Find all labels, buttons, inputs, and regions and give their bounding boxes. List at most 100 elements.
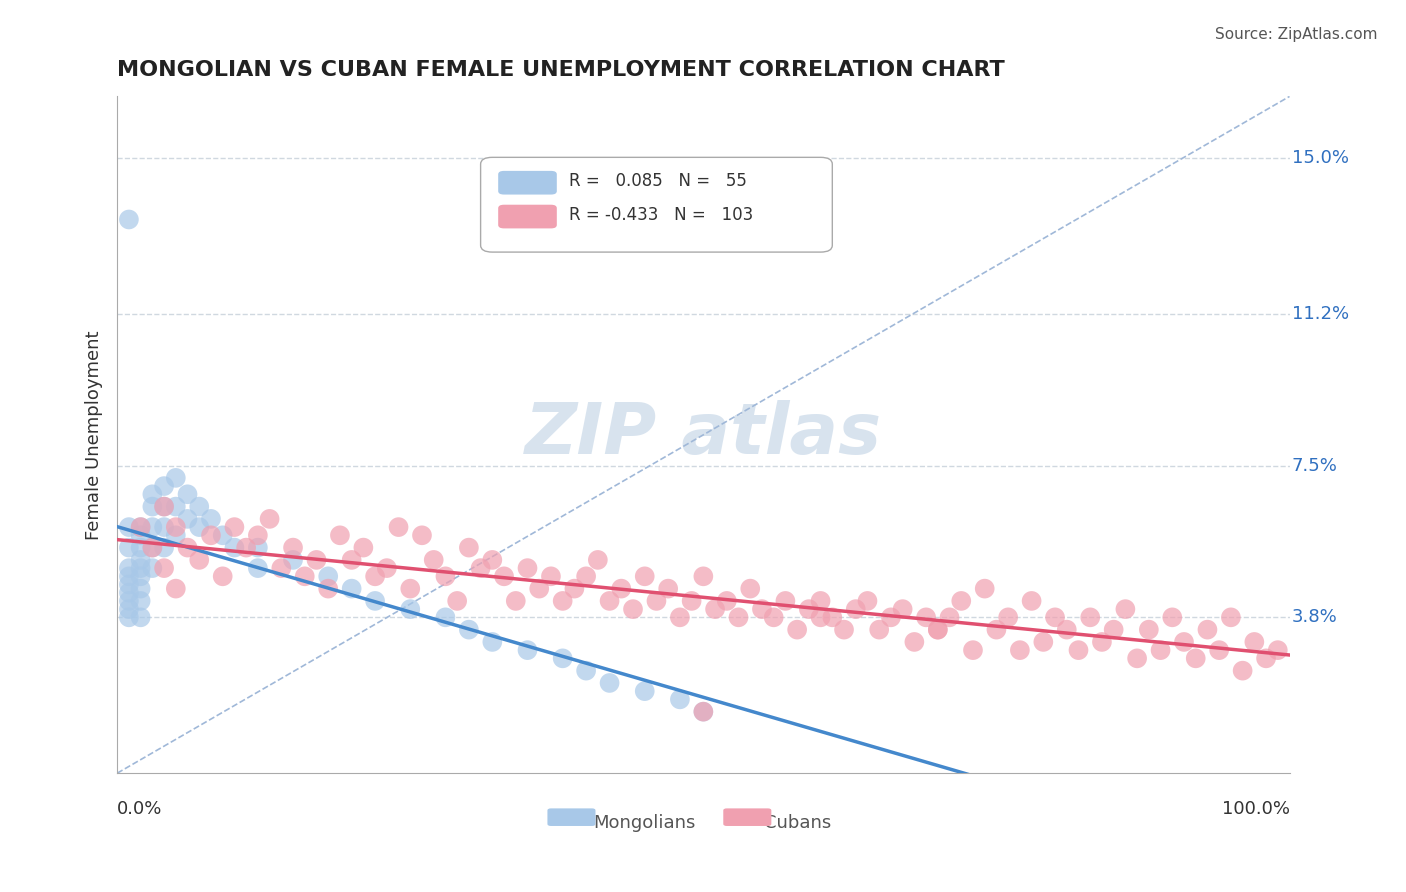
Point bbox=[422, 553, 444, 567]
Point bbox=[141, 520, 163, 534]
Point bbox=[692, 569, 714, 583]
Point bbox=[211, 569, 233, 583]
Point bbox=[141, 541, 163, 555]
Point bbox=[1067, 643, 1090, 657]
Point bbox=[973, 582, 995, 596]
Text: Mongolians: Mongolians bbox=[593, 814, 696, 832]
Point bbox=[141, 561, 163, 575]
Point bbox=[364, 569, 387, 583]
Point bbox=[1126, 651, 1149, 665]
Point bbox=[188, 520, 211, 534]
Point bbox=[962, 643, 984, 657]
Point bbox=[657, 582, 679, 596]
Point bbox=[692, 705, 714, 719]
Point bbox=[1267, 643, 1289, 657]
Point bbox=[153, 500, 176, 514]
Point bbox=[352, 541, 374, 555]
Point bbox=[915, 610, 938, 624]
Point bbox=[399, 602, 422, 616]
Text: 100.0%: 100.0% bbox=[1222, 800, 1289, 818]
Point bbox=[141, 487, 163, 501]
Point bbox=[224, 541, 246, 555]
Point bbox=[727, 610, 749, 624]
Point bbox=[129, 582, 152, 596]
Point bbox=[832, 623, 855, 637]
Text: ZIP atlas: ZIP atlas bbox=[524, 401, 882, 469]
Point bbox=[575, 664, 598, 678]
Point bbox=[246, 561, 269, 575]
Point bbox=[141, 541, 163, 555]
Point bbox=[129, 569, 152, 583]
Point bbox=[1102, 623, 1125, 637]
Text: R =   0.085   N =   55: R = 0.085 N = 55 bbox=[568, 172, 747, 190]
Point bbox=[1137, 623, 1160, 637]
Point bbox=[891, 602, 914, 616]
Point bbox=[775, 594, 797, 608]
Point bbox=[129, 528, 152, 542]
Point bbox=[681, 594, 703, 608]
Point bbox=[118, 585, 141, 599]
Point bbox=[153, 541, 176, 555]
Point bbox=[599, 676, 621, 690]
Point bbox=[740, 582, 762, 596]
Y-axis label: Female Unemployment: Female Unemployment bbox=[86, 330, 103, 540]
Point bbox=[446, 594, 468, 608]
Point bbox=[938, 610, 960, 624]
Point bbox=[457, 623, 479, 637]
FancyBboxPatch shape bbox=[723, 808, 772, 826]
Point bbox=[411, 528, 433, 542]
Point bbox=[340, 553, 363, 567]
Point bbox=[704, 602, 727, 616]
Point bbox=[797, 602, 820, 616]
Point bbox=[129, 520, 152, 534]
Point bbox=[387, 520, 409, 534]
Point bbox=[434, 569, 457, 583]
Point bbox=[1032, 635, 1054, 649]
Point bbox=[141, 500, 163, 514]
Point bbox=[540, 569, 562, 583]
FancyBboxPatch shape bbox=[498, 205, 557, 228]
Text: 15.0%: 15.0% bbox=[1292, 149, 1348, 167]
Point bbox=[1208, 643, 1230, 657]
Point bbox=[118, 212, 141, 227]
Point bbox=[516, 561, 538, 575]
Point bbox=[457, 541, 479, 555]
Point bbox=[129, 561, 152, 575]
Text: MONGOLIAN VS CUBAN FEMALE UNEMPLOYMENT CORRELATION CHART: MONGOLIAN VS CUBAN FEMALE UNEMPLOYMENT C… bbox=[117, 60, 1005, 79]
Point bbox=[165, 582, 187, 596]
Point bbox=[762, 610, 785, 624]
Point bbox=[281, 553, 304, 567]
Point bbox=[551, 651, 574, 665]
Point bbox=[599, 594, 621, 608]
Point bbox=[927, 623, 949, 637]
Point bbox=[903, 635, 925, 649]
Point bbox=[153, 520, 176, 534]
Point bbox=[211, 528, 233, 542]
Point bbox=[176, 541, 198, 555]
Text: 7.5%: 7.5% bbox=[1292, 457, 1337, 475]
Point bbox=[868, 623, 890, 637]
Point bbox=[621, 602, 644, 616]
Point bbox=[200, 528, 222, 542]
Text: 3.8%: 3.8% bbox=[1292, 608, 1337, 626]
Point bbox=[481, 635, 503, 649]
Point bbox=[434, 610, 457, 624]
Point bbox=[810, 610, 832, 624]
Point bbox=[153, 500, 176, 514]
FancyBboxPatch shape bbox=[547, 808, 596, 826]
Point bbox=[118, 602, 141, 616]
Point bbox=[129, 541, 152, 555]
Point bbox=[1243, 635, 1265, 649]
Point bbox=[997, 610, 1019, 624]
Point bbox=[610, 582, 633, 596]
Point bbox=[340, 582, 363, 596]
Point bbox=[1043, 610, 1066, 624]
Point bbox=[176, 487, 198, 501]
Text: 11.2%: 11.2% bbox=[1292, 305, 1348, 323]
Point bbox=[645, 594, 668, 608]
Point bbox=[1008, 643, 1031, 657]
Point bbox=[505, 594, 527, 608]
Text: R = -0.433   N =   103: R = -0.433 N = 103 bbox=[568, 206, 752, 224]
Point bbox=[118, 610, 141, 624]
Point bbox=[153, 561, 176, 575]
